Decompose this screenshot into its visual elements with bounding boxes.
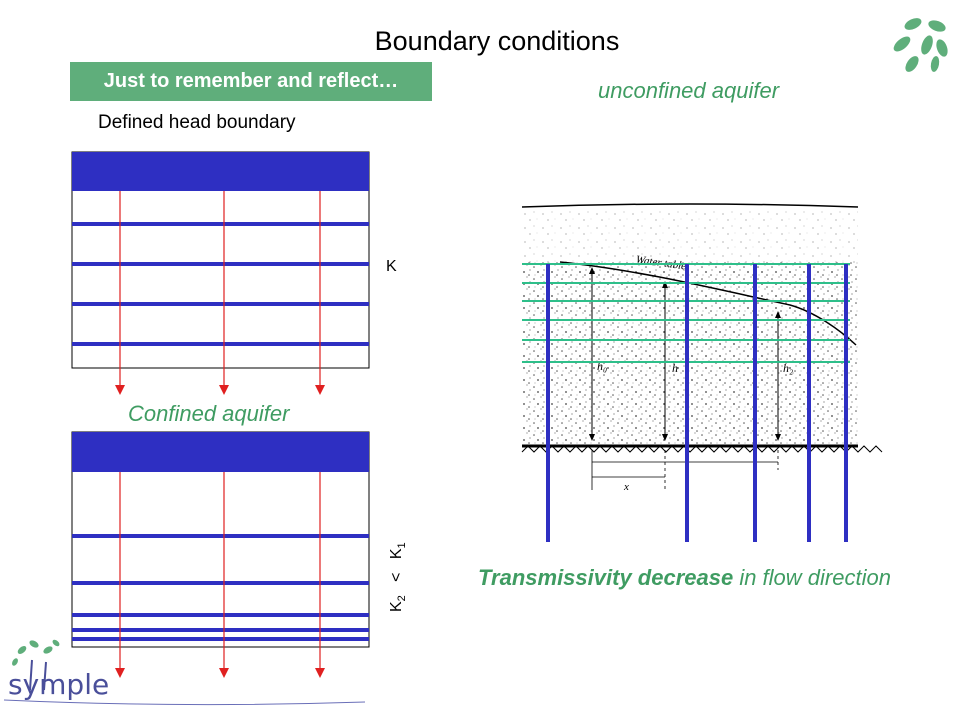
- logo-sprout: [12, 639, 60, 666]
- leaves-icon: [893, 18, 948, 72]
- x-label: x: [623, 481, 629, 493]
- unconfined-aquifer-figure: Water table h₀ h h₂ x: [521, 203, 883, 542]
- logo-underline: [3, 699, 366, 706]
- unsaturated-zone: [522, 207, 858, 267]
- transmissivity-bold: Transmissivity decrease: [478, 565, 734, 590]
- logo-text: symple: [8, 668, 109, 701]
- ground-surface: [521, 203, 859, 208]
- head-boundary-band: [72, 152, 369, 191]
- confined-top-band: [72, 432, 369, 472]
- confined-aquifer-label: Confined aquifer: [128, 401, 290, 426]
- h0-label: h₀: [597, 359, 607, 373]
- confined-aquifer-model: [71, 431, 370, 678]
- saturated-zone: [522, 262, 858, 445]
- h-label: h: [672, 361, 678, 375]
- h2-label: h₂: [783, 361, 793, 375]
- unconfined-aquifer-label: unconfined aquifer: [598, 78, 780, 103]
- defined-head-label: Defined head boundary: [98, 112, 296, 133]
- transmissivity-rest: in flow direction: [733, 565, 891, 590]
- defined-head-model: [71, 151, 370, 395]
- symple-logo: [3, 639, 366, 706]
- base-hatching: [521, 445, 883, 453]
- k-label: K: [386, 258, 397, 275]
- transmissivity-caption: Transmissivity decrease in flow directio…: [478, 565, 891, 591]
- remember-banner: Just to remember and reflect…: [70, 62, 432, 101]
- page-title: Boundary conditions: [374, 26, 620, 56]
